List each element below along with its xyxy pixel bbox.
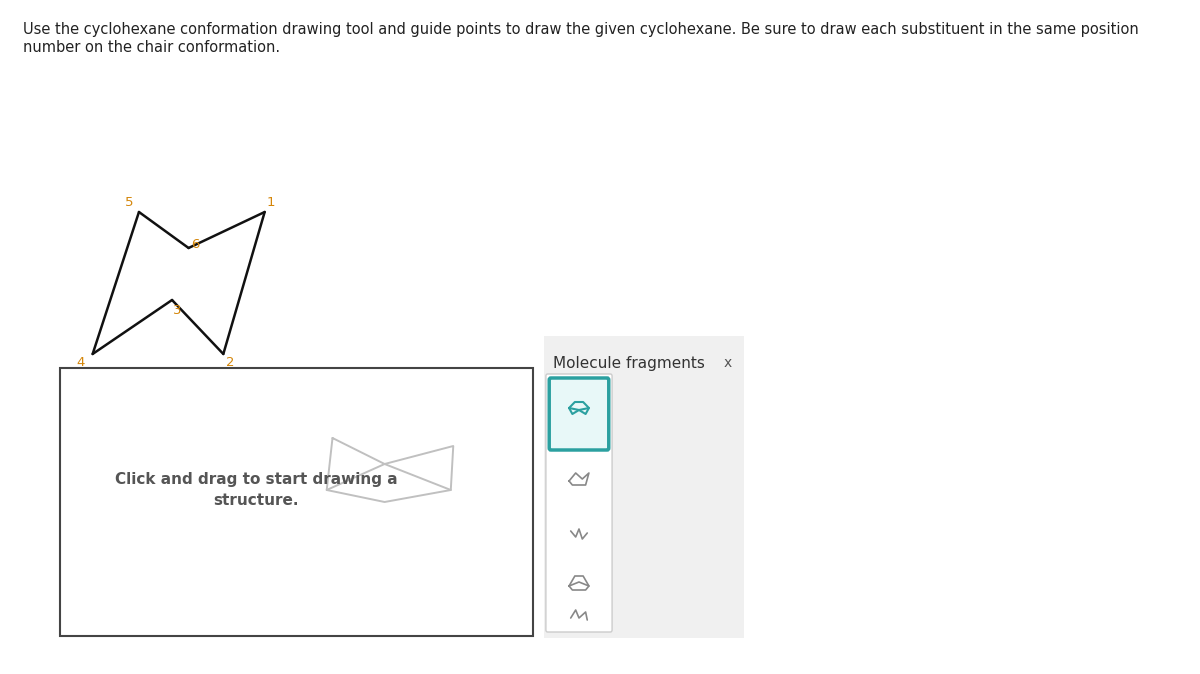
Text: 3: 3	[173, 303, 181, 317]
Text: 5: 5	[125, 195, 133, 208]
Text: Molecule fragments: Molecule fragments	[552, 356, 704, 371]
Text: 6: 6	[191, 237, 199, 251]
Text: 4: 4	[77, 355, 85, 369]
Text: x: x	[724, 356, 732, 370]
Text: Use the cyclohexane conformation drawing tool and guide points to draw the given: Use the cyclohexane conformation drawing…	[23, 22, 1139, 37]
FancyBboxPatch shape	[546, 374, 612, 632]
Text: number on the chair conformation.: number on the chair conformation.	[23, 40, 281, 55]
Bar	[545, 336, 744, 638]
Text: 2: 2	[226, 355, 234, 369]
Text: 1: 1	[268, 195, 276, 208]
Text: Click and drag to start drawing a
structure.: Click and drag to start drawing a struct…	[115, 472, 397, 508]
FancyBboxPatch shape	[550, 378, 608, 450]
Bar	[60, 368, 534, 636]
